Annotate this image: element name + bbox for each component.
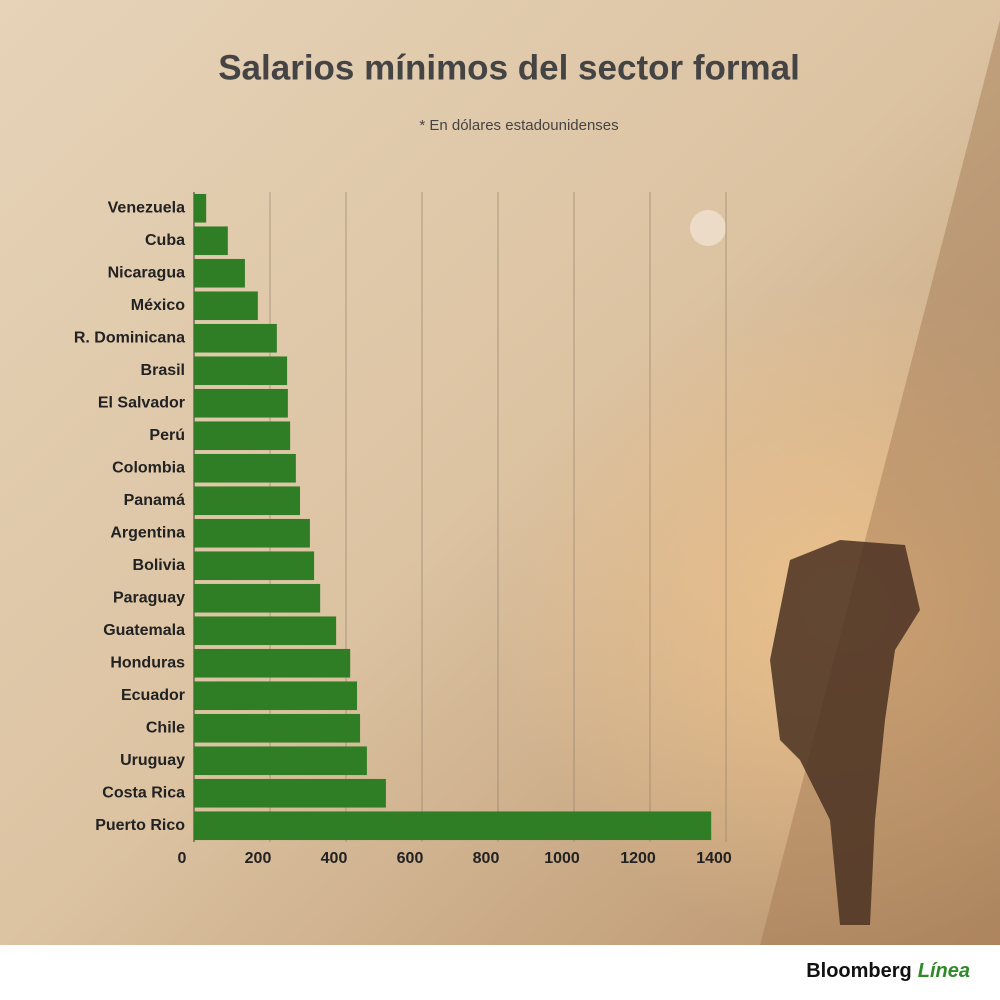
bar <box>194 713 361 743</box>
worker-silhouette <box>770 540 920 925</box>
bar <box>194 681 358 711</box>
y-tick-label: Nicaragua <box>108 264 185 281</box>
sun <box>690 210 726 246</box>
bar <box>194 323 277 353</box>
y-tick-label: Costa Rica <box>102 784 185 801</box>
bar <box>194 356 288 386</box>
y-tick-label: Argentina <box>110 524 185 541</box>
bar <box>194 486 301 516</box>
x-tick-label: 800 <box>473 850 500 867</box>
bar <box>194 778 386 808</box>
bar <box>194 258 245 288</box>
y-tick-label: Guatemala <box>103 622 185 639</box>
bar <box>194 291 258 321</box>
y-tick-label: Puerto Rico <box>95 817 185 834</box>
y-tick-label: Ecuador <box>121 687 185 704</box>
y-tick-label: Brasil <box>141 362 185 379</box>
x-tick-label: 400 <box>321 850 348 867</box>
bar <box>194 648 351 678</box>
y-tick-label: Chile <box>146 719 185 736</box>
chart-subtitle: * En dólares estadounidenses <box>419 117 618 134</box>
bar <box>194 388 288 418</box>
bar <box>194 453 296 483</box>
bar <box>194 616 337 646</box>
y-tick-label: Venezuela <box>108 199 185 216</box>
footer <box>0 945 1000 1000</box>
y-tick-label: Colombia <box>112 459 185 476</box>
y-tick-label: Honduras <box>110 654 185 671</box>
footer-brand: Bloomberg Línea <box>806 960 970 982</box>
y-tick-label: Uruguay <box>120 752 185 769</box>
y-tick-label: Panamá <box>124 492 185 509</box>
y-tick-label: Bolivia <box>133 557 186 574</box>
x-tick-label: 1000 <box>544 850 580 867</box>
bar <box>194 811 712 841</box>
x-tick-label: 0 <box>178 850 187 867</box>
bar <box>194 583 321 613</box>
chart-title: Salarios mínimos del sector formal <box>218 48 800 87</box>
y-tick-label: Cuba <box>145 232 185 249</box>
brand-accent: Línea <box>918 960 970 982</box>
y-tick-label: Paraguay <box>113 589 185 606</box>
bar <box>194 193 207 223</box>
y-tick-label: El Salvador <box>98 394 185 411</box>
bar <box>194 226 228 256</box>
y-tick-label: México <box>131 297 185 314</box>
x-tick-label: 1400 <box>696 850 732 867</box>
brand: Bloomberg <box>806 960 912 982</box>
y-tick-label: R. Dominicana <box>74 329 185 346</box>
y-tick-label: Perú <box>149 427 185 444</box>
bar <box>194 551 315 581</box>
bar <box>194 518 310 548</box>
x-tick-label: 1200 <box>620 850 656 867</box>
x-tick-label: 200 <box>245 850 272 867</box>
bar <box>194 746 367 776</box>
bar <box>194 421 291 451</box>
x-tick-label: 600 <box>397 850 424 867</box>
